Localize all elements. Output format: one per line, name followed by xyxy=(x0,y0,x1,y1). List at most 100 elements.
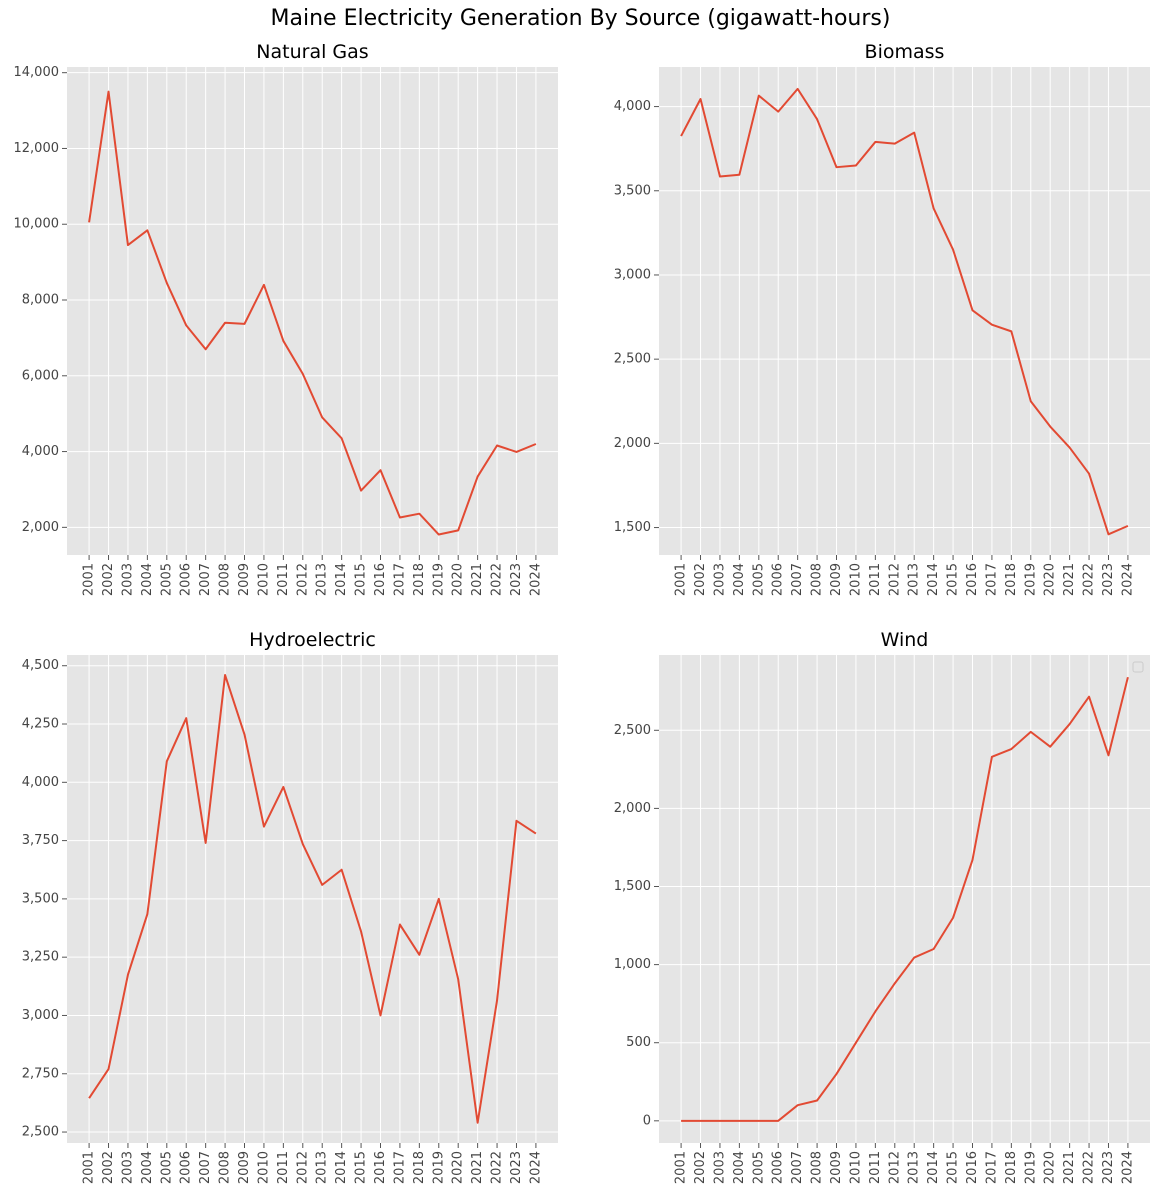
plot-area xyxy=(67,67,558,555)
y-tick-label: 2,500 xyxy=(614,352,651,367)
natural-gas-svg: 2001 2002 2003 2004 2005 2006 2007 2008 2009 2010… xyxy=(14,41,558,596)
x-tick-label: 2005 xyxy=(159,563,174,596)
x-tick-label: 2017 xyxy=(984,1151,999,1184)
y-tick-label: 4,000 xyxy=(22,444,59,459)
natural-gas-series-line xyxy=(88,90,537,536)
x-tick-label: 2018 xyxy=(412,1151,427,1184)
x-tick-label: 2012 xyxy=(295,1151,310,1184)
y-tick-label: 3,000 xyxy=(22,1008,59,1023)
biomass-series-line xyxy=(680,87,1129,536)
x-tick-label: 2016 xyxy=(373,563,388,596)
x-tick-label: 2006 xyxy=(179,1151,194,1184)
x-tick-label: 2020 xyxy=(451,563,466,596)
x-tick-label: 2008 xyxy=(810,563,825,596)
x-tick-label: 2005 xyxy=(751,1151,766,1184)
y-tick-label: 4,500 xyxy=(22,658,59,673)
x-tick-label: 2016 xyxy=(965,563,980,596)
x-tick-label: 2024 xyxy=(528,563,543,596)
x-tick-label: 2005 xyxy=(159,1151,174,1184)
y-tick-label: 3,000 xyxy=(614,267,651,282)
x-tick-label: 2011 xyxy=(868,1151,883,1184)
panel-title: Wind xyxy=(881,629,929,651)
x-tick-label: 2015 xyxy=(946,563,961,596)
y-tick-label: 10,000 xyxy=(14,217,60,232)
panel-title: Natural Gas xyxy=(256,41,368,63)
x-tick-label: 2010 xyxy=(848,563,863,596)
x-tick-label: 2010 xyxy=(848,1151,863,1184)
x-tick-label: 2023 xyxy=(509,1151,524,1184)
panel-title: Biomass xyxy=(865,41,945,63)
y-tick-label: 3,500 xyxy=(22,891,59,906)
x-tick-label: 2024 xyxy=(1120,1151,1135,1184)
x-tick-label: 2008 xyxy=(218,563,233,596)
x-tick-label: 2001 xyxy=(674,563,689,596)
x-tick-label: 2021 xyxy=(1062,1151,1077,1184)
x-tick-label: 2012 xyxy=(887,563,902,596)
x-tick-label: 2011 xyxy=(276,563,291,596)
x-tick-label: 2016 xyxy=(373,1151,388,1184)
x-tick-label: 2019 xyxy=(431,563,446,596)
x-tick-label: 2018 xyxy=(1004,563,1019,596)
x-tick-label: 2013 xyxy=(907,1151,922,1184)
biomass-chart: 2001 2002 2003 2004 2005 2006 2007 2008 2009 2010… xyxy=(592,27,1161,610)
x-tick-label: 2007 xyxy=(790,1151,805,1184)
biomass-svg: 2001 2002 2003 2004 2005 2006 2007 2008 2009 2010… xyxy=(614,41,1150,596)
x-tick-label: 2024 xyxy=(1120,563,1135,596)
x-tick-label: 2007 xyxy=(790,563,805,596)
x-tick-label: 2024 xyxy=(528,1151,543,1184)
x-tick-label: 2009 xyxy=(237,1151,252,1184)
x-tick-label: 2002 xyxy=(693,563,708,596)
x-tick-label: 2014 xyxy=(334,563,349,596)
x-tick-label: 2008 xyxy=(810,1151,825,1184)
x-tick-label: 2001 xyxy=(82,563,97,596)
x-tick-label: 2007 xyxy=(198,563,213,596)
y-tick-label: 500 xyxy=(626,1035,651,1050)
x-tick-label: 2004 xyxy=(140,1151,155,1184)
x-tick-label: 2013 xyxy=(315,563,330,596)
hydroelectric-series-line xyxy=(88,674,537,1124)
y-tick-label: 2,500 xyxy=(614,723,651,738)
x-tick-label: 2004 xyxy=(732,563,747,596)
x-tick-label: 2001 xyxy=(674,1151,689,1184)
x-tick-label: 2019 xyxy=(431,1151,446,1184)
x-tick-label: 2015 xyxy=(354,563,369,596)
x-tick-label: 2009 xyxy=(829,563,844,596)
x-tick-label: 2011 xyxy=(868,563,883,596)
x-tick-label: 2023 xyxy=(1101,1151,1116,1184)
natural-gas-chart: 2001 2002 2003 2004 2005 2006 2007 2008 2009 2010… xyxy=(0,27,570,610)
x-tick-label: 2002 xyxy=(693,1151,708,1184)
x-tick-label: 2001 xyxy=(82,1151,97,1184)
wind-svg: 2001 2002 2003 2004 2005 2006 2007 2008 2009 2010… xyxy=(614,629,1150,1184)
x-tick-label: 2013 xyxy=(315,1151,330,1184)
y-tick-label: 1,500 xyxy=(614,520,651,535)
y-tick-label: 3,250 xyxy=(22,950,59,965)
wind-series-line xyxy=(681,676,1129,1122)
x-tick-label: 2020 xyxy=(1043,1151,1058,1184)
x-tick-label: 2023 xyxy=(1101,563,1116,596)
x-tick-label: 2011 xyxy=(276,1151,291,1184)
y-tick-label: 8,000 xyxy=(22,293,59,308)
x-tick-label: 2022 xyxy=(490,1151,505,1184)
x-tick-label: 2019 xyxy=(1023,1151,1038,1184)
y-tick-label: 2,000 xyxy=(614,801,651,816)
x-tick-label: 2014 xyxy=(926,563,941,596)
x-tick-label: 2018 xyxy=(1004,1151,1019,1184)
x-tick-label: 2021 xyxy=(470,1151,485,1184)
x-tick-label: 2008 xyxy=(218,1151,233,1184)
y-tick-label: 4,250 xyxy=(22,717,59,732)
y-tick-label: 2,500 xyxy=(22,1125,59,1140)
x-tick-label: 2010 xyxy=(256,563,271,596)
x-tick-label: 2017 xyxy=(392,1151,407,1184)
y-tick-label: 2,000 xyxy=(22,520,59,535)
y-tick-label: 6,000 xyxy=(22,368,59,383)
hydroelectric-svg: 2001 2002 2003 2004 2005 2006 2007 2008 2009 2010… xyxy=(22,629,558,1184)
legend xyxy=(1132,661,1144,673)
x-tick-label: 2002 xyxy=(101,563,116,596)
x-tick-label: 2014 xyxy=(334,1151,349,1184)
wind-chart: 2001 2002 2003 2004 2005 2006 2007 2008 2009 2010… xyxy=(592,615,1161,1198)
x-tick-label: 2015 xyxy=(354,1151,369,1184)
x-tick-label: 2021 xyxy=(1062,563,1077,596)
x-tick-label: 2010 xyxy=(256,1151,271,1184)
x-tick-label: 2022 xyxy=(490,563,505,596)
x-tick-label: 2009 xyxy=(829,1151,844,1184)
